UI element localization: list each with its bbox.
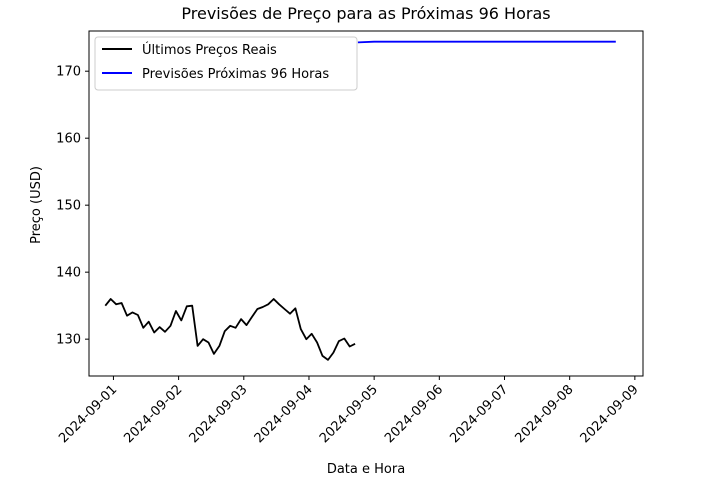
legend: Últimos Preços Reais Previsões Próximas … [94,36,358,91]
x-axis-ticks: 2024-09-01 2024-09-02 2024-09-03 2024-09-04… [56,376,642,446]
y-tick-label-160: 160 [56,132,81,147]
y-tick-label-150: 150 [56,199,81,214]
y-axis-label: Preço (USD) [29,166,44,244]
legend-label-actual-prices: Últimos Preços Reais [142,42,277,58]
x-tick-label-2024-09-03: 2024-09-03 [187,382,251,446]
y-tick-label-140: 140 [56,266,81,281]
x-tick-label-2024-09-02: 2024-09-02 [121,382,185,446]
x-tick-label-2024-09-09: 2024-09-09 [578,382,642,446]
y-tick-label-130: 130 [56,333,81,348]
x-tick-label-2024-09-06: 2024-09-06 [382,382,446,446]
x-tick-label-2024-09-08: 2024-09-08 [512,382,576,446]
x-tick-label-2024-09-07: 2024-09-07 [447,382,511,446]
x-axis-label: Data e Hora [327,462,405,477]
x-tick-label-2024-09-05: 2024-09-05 [317,382,381,446]
y-axis-ticks: 130 140 150 160 170 [56,65,89,348]
legend-label-forecast: Previsões Próximas 96 Horas [142,67,329,82]
plot-frame [88,30,644,377]
series-line-actual-prices [104,298,356,361]
x-tick-label-2024-09-01: 2024-09-01 [56,382,120,446]
x-tick-label-2024-09-04: 2024-09-04 [252,382,316,446]
legend-box [94,36,358,91]
chart-title: Previsões de Preço para as Próximas 96 H… [181,4,550,23]
series-line-forecast [357,40,616,44]
y-tick-label-170: 170 [56,65,81,80]
series-lines [104,40,616,361]
